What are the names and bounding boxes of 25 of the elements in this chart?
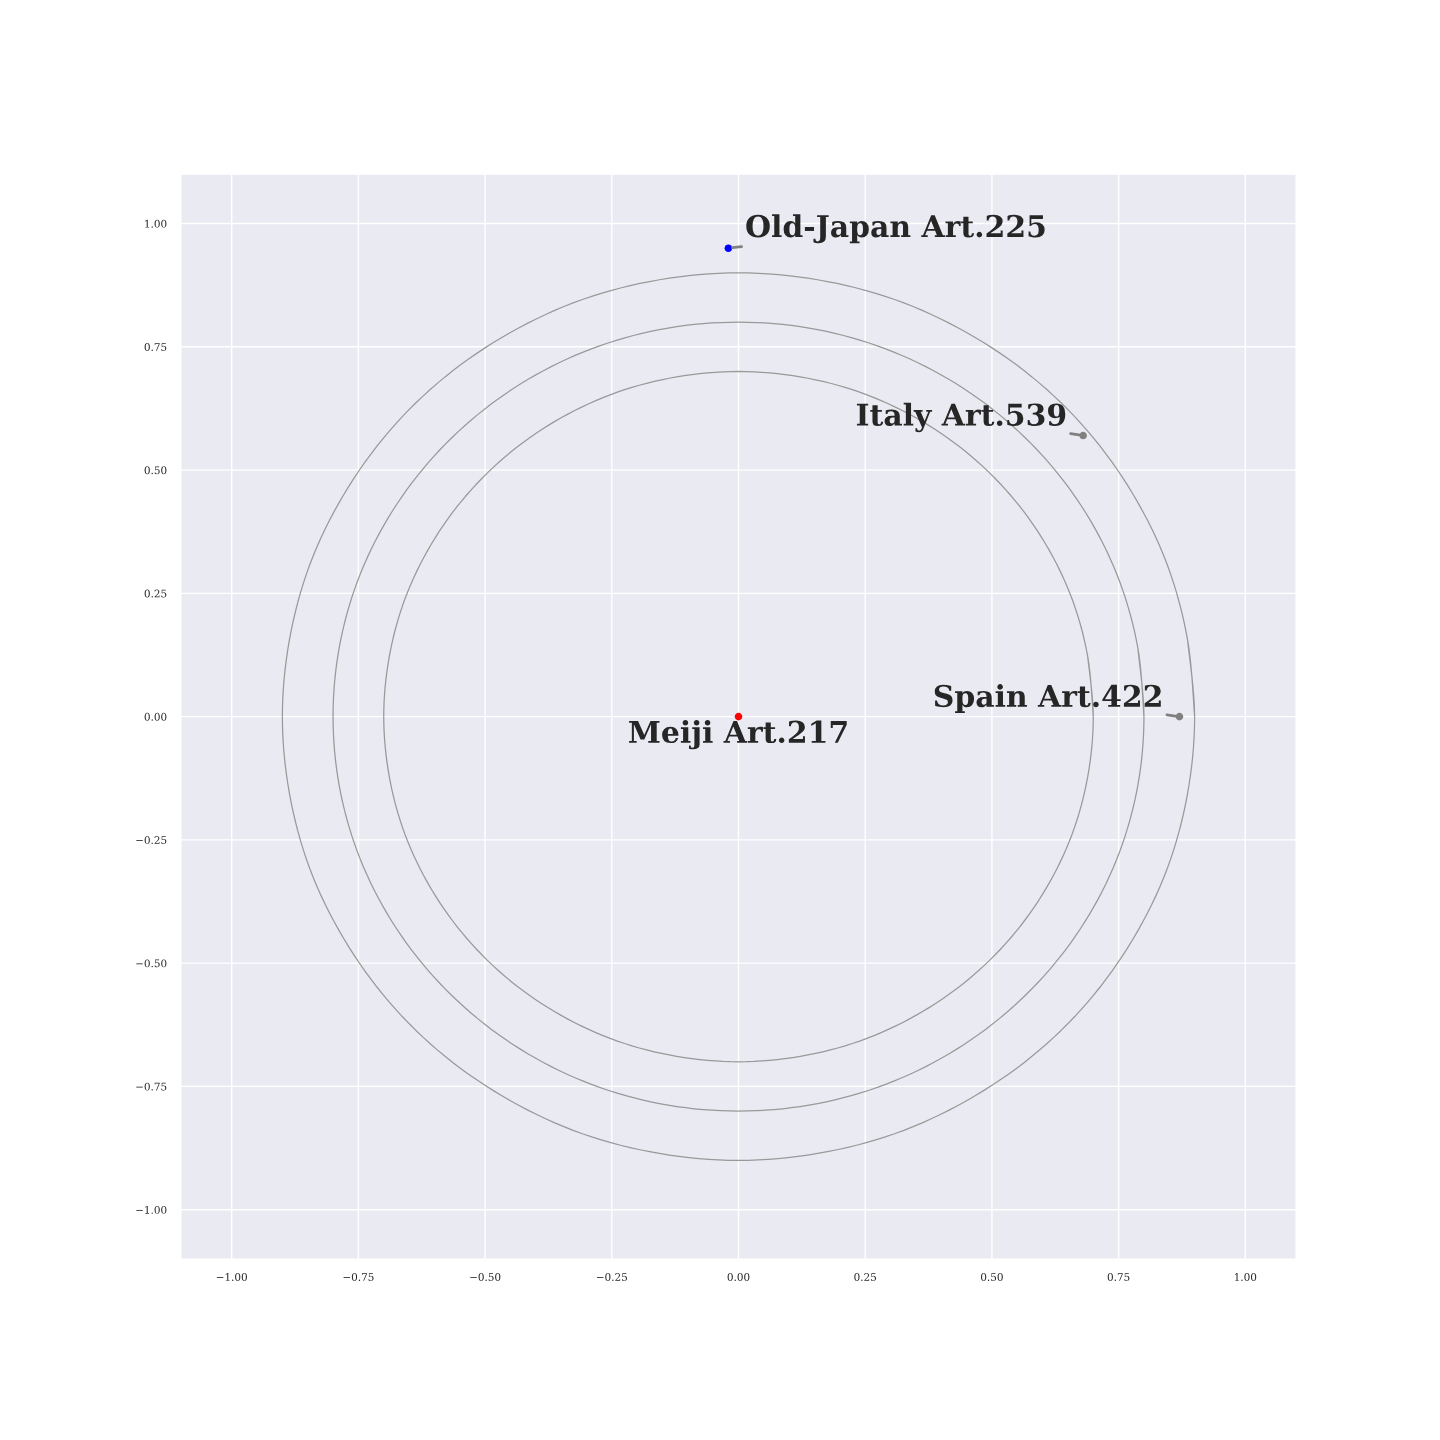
y-tick-label: −0.50	[136, 959, 167, 968]
y-tick-label: 1.00	[145, 219, 167, 228]
x-tick-label: −0.75	[343, 1273, 374, 1281]
x-tick-label: 0.25	[854, 1273, 876, 1281]
y-tick-label: −0.75	[136, 1082, 167, 1091]
point	[1079, 431, 1087, 440]
point	[1175, 712, 1184, 721]
y-tick-label: 0.25	[144, 589, 167, 598]
annotation: Spain Art.422	[934, 684, 1161, 714]
y-tick-label: −1.00	[136, 1205, 167, 1214]
y-tick-label: 0.50	[144, 466, 167, 475]
x-tick-label: 0.75	[1107, 1273, 1130, 1281]
x-tick-label: −1.00	[216, 1273, 247, 1281]
x-tick-label: 1.00	[1234, 1273, 1257, 1281]
annotation: Italy Art.539	[856, 402, 1066, 433]
annotation: Old-Japan Art.225	[746, 214, 1045, 244]
x-tick-label: 0.50	[981, 1273, 1003, 1281]
y-tick-label: 0.75	[144, 343, 167, 351]
x-tick-label: −0.25	[596, 1273, 627, 1281]
x-tick-label: 0.00	[727, 1273, 750, 1281]
y-tick-label: −0.25	[136, 836, 167, 844]
x-tick-label: −0.50	[470, 1273, 501, 1281]
y-tick-label: 0.00	[144, 712, 167, 721]
point	[724, 244, 733, 252]
annotation: Meiji Art.217	[629, 720, 847, 750]
